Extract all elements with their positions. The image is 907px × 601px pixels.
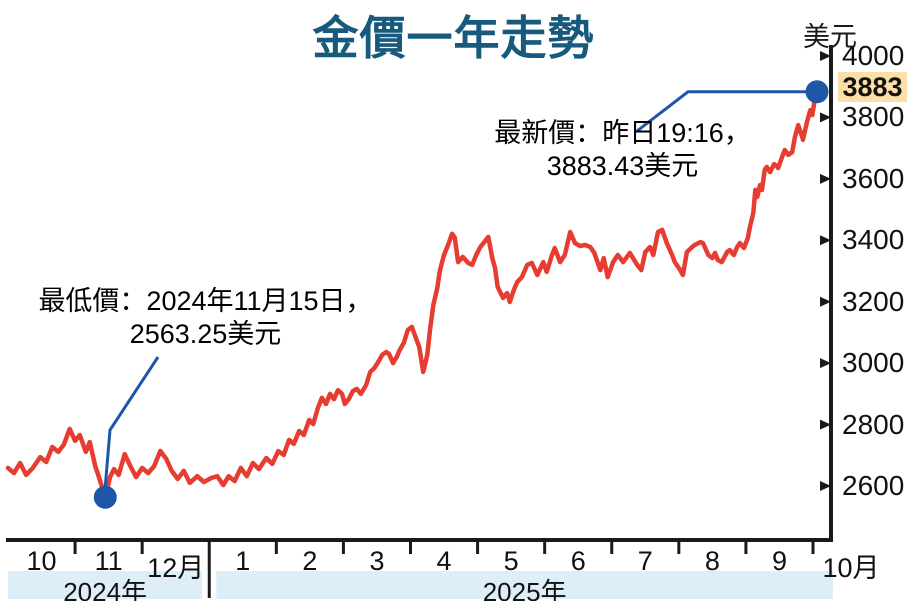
y-axis-tick (820, 235, 831, 246)
y-axis-tick (820, 173, 831, 184)
year-band (216, 571, 833, 599)
leader-line-latest (636, 90, 807, 133)
lowest-price-annotation-line2: 2563.25美元 (129, 319, 282, 349)
y-tick-label: 2800 (842, 408, 905, 440)
y-axis-tick (820, 358, 831, 369)
y-axis-unit-label: 美元 (803, 22, 857, 52)
x-tick-label: 5 (503, 546, 519, 576)
y-axis-tick (820, 296, 831, 307)
leader-line-low (103, 356, 160, 487)
x-tick-label: 8 (704, 546, 720, 576)
y-axis-tick (820, 51, 831, 61)
low-point-marker (93, 485, 117, 509)
y-tick-label: 4000 (842, 40, 905, 71)
y-axis-tick (820, 480, 831, 491)
latest-price-annotation: 最新價：昨日19:16， 3883.43美元 (430, 117, 815, 183)
x-tick-label: 6 (570, 546, 586, 576)
x-tick-label: 4 (436, 546, 452, 576)
x-tick-label: 10 (26, 546, 57, 576)
latest-point-marker (805, 80, 829, 104)
lowest-price-annotation: 最低價：2024年11月15日， 2563.25美元 (18, 285, 393, 351)
y-tick-label: 3600 (842, 162, 905, 194)
x-tick-label: 11 (94, 546, 123, 576)
x-tick-label: 9 (771, 546, 787, 576)
y-tick-label: 3200 (842, 285, 905, 317)
lowest-price-annotation-line1: 最低價：2024年11月15日， (38, 286, 373, 316)
y-tick-label: 3800 (842, 101, 905, 133)
x-tick-label: 10月 (822, 553, 880, 583)
page-title: 金價一年走勢 (312, 12, 595, 64)
y-axis-tick (820, 112, 831, 123)
x-tick-label: 12月 (147, 553, 205, 583)
y-tick-label: 2600 (842, 469, 905, 501)
year-band (8, 571, 203, 599)
latest-price-annotation-line2: 3883.43美元 (546, 151, 699, 181)
x-tick-label: 3 (369, 546, 385, 576)
y-tick-label: 3000 (842, 347, 905, 379)
x-tick-label: 1 (235, 546, 251, 576)
price-line (5, 89, 820, 500)
year-band-label: 2025年 (482, 577, 567, 601)
y-axis-tick (820, 419, 831, 430)
year-band-label: 2024年 (63, 577, 148, 601)
x-tick-label: 7 (637, 546, 653, 576)
y-tick-label: 3400 (842, 224, 905, 256)
latest-price-annotation-line1: 最新價：昨日19:16， (494, 118, 751, 148)
x-tick-label: 2 (302, 546, 318, 576)
latest-price-badge: 3883 (838, 72, 907, 102)
